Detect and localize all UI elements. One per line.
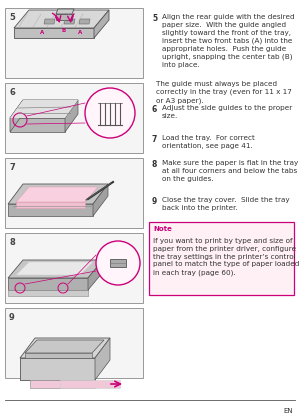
- Polygon shape: [10, 100, 78, 118]
- Text: 8: 8: [152, 160, 158, 169]
- Polygon shape: [16, 187, 98, 202]
- Polygon shape: [30, 380, 95, 388]
- Polygon shape: [94, 10, 109, 38]
- Polygon shape: [20, 338, 110, 358]
- Text: Align the rear guide with the desired
paper size.  With the guide angled
slightl: Align the rear guide with the desired pa…: [162, 14, 295, 68]
- Text: If you want to print by type and size of
paper from the printer driver, configur: If you want to print by type and size of…: [153, 238, 299, 276]
- Polygon shape: [60, 380, 120, 388]
- Polygon shape: [25, 353, 92, 358]
- Circle shape: [96, 241, 140, 285]
- Text: The guide must always be placed
correctly in the tray (even for 11 x 17
or A3 pa: The guide must always be placed correctl…: [156, 81, 292, 103]
- Text: Make sure the paper is flat in the tray
at all four corners and below the tabs
o: Make sure the paper is flat in the tray …: [162, 160, 298, 181]
- Polygon shape: [14, 28, 94, 38]
- Polygon shape: [8, 204, 93, 216]
- Text: EN: EN: [284, 408, 293, 414]
- Bar: [149, 222, 294, 295]
- Polygon shape: [8, 260, 103, 278]
- Polygon shape: [56, 14, 72, 20]
- Polygon shape: [79, 19, 90, 24]
- Bar: [110, 259, 126, 267]
- Text: Load the tray.  For correct
orientation, see page 41.: Load the tray. For correct orientation, …: [162, 135, 255, 149]
- Text: Close the tray cover.  Slide the tray
back into the printer.: Close the tray cover. Slide the tray bac…: [162, 197, 290, 211]
- Bar: [5, 158, 143, 228]
- Text: 9: 9: [9, 313, 15, 322]
- Polygon shape: [93, 184, 108, 216]
- Polygon shape: [65, 100, 78, 132]
- Text: 5: 5: [9, 13, 15, 22]
- Polygon shape: [20, 358, 95, 380]
- Polygon shape: [64, 19, 75, 24]
- Polygon shape: [8, 290, 88, 296]
- Polygon shape: [10, 100, 78, 118]
- Bar: [5, 233, 143, 303]
- Polygon shape: [16, 262, 93, 275]
- Polygon shape: [8, 278, 88, 290]
- Text: 7: 7: [9, 163, 15, 172]
- Polygon shape: [10, 118, 65, 132]
- Text: 6: 6: [152, 105, 157, 114]
- Text: Adjust the side guides to the proper
size.: Adjust the side guides to the proper siz…: [162, 105, 292, 119]
- Polygon shape: [44, 19, 55, 24]
- Text: A: A: [40, 29, 44, 34]
- Text: 8: 8: [9, 238, 15, 247]
- Text: Note: Note: [153, 226, 172, 232]
- Bar: [5, 83, 143, 153]
- Text: 6: 6: [9, 88, 15, 97]
- Circle shape: [85, 88, 135, 138]
- Polygon shape: [14, 10, 109, 28]
- Polygon shape: [56, 9, 74, 14]
- Bar: [5, 8, 143, 78]
- Bar: [5, 308, 143, 378]
- Text: 9: 9: [152, 197, 157, 206]
- Polygon shape: [88, 260, 103, 290]
- Polygon shape: [8, 184, 108, 204]
- Polygon shape: [16, 202, 85, 208]
- Text: B: B: [62, 27, 66, 32]
- Polygon shape: [95, 338, 110, 380]
- Text: 7: 7: [152, 135, 158, 144]
- Text: 5: 5: [152, 14, 157, 23]
- Polygon shape: [10, 100, 23, 132]
- Polygon shape: [25, 340, 104, 353]
- Text: A: A: [78, 29, 82, 34]
